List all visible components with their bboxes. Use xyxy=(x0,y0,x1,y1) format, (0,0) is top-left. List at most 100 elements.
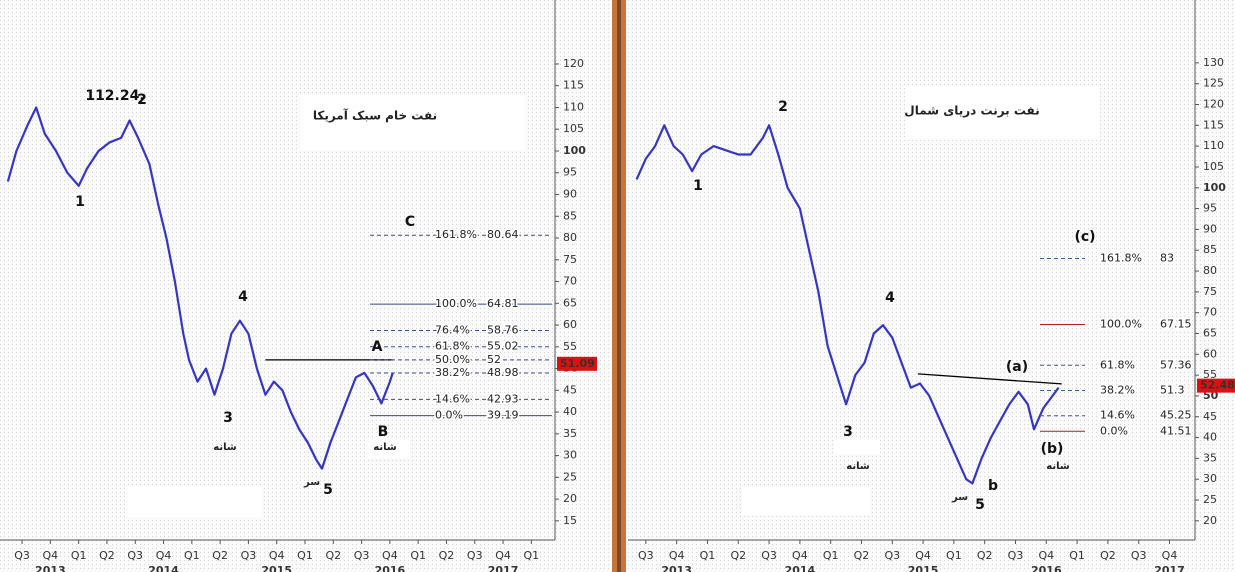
fib-value: 51.3 xyxy=(1160,384,1185,397)
x-tick-label: Q3 xyxy=(354,549,370,562)
fib-percent: 38.2% xyxy=(1100,384,1135,397)
fib-percent: 14.6% xyxy=(1100,409,1135,422)
fib-value: 67.15 xyxy=(1160,318,1192,331)
y-tick-label: 90 xyxy=(563,188,577,201)
y-tick-label: 25 xyxy=(563,470,577,483)
x-tick-label: Q4 xyxy=(156,549,172,562)
divider-core xyxy=(617,0,621,572)
x-tick-label: Q1 xyxy=(700,549,716,562)
y-tick-label: 105 xyxy=(563,122,584,135)
y-tick-label: 60 xyxy=(563,318,577,331)
title-box xyxy=(300,95,525,150)
blank-box xyxy=(128,485,262,517)
annotation: B xyxy=(378,424,389,440)
annotation: 5 xyxy=(975,497,985,513)
y-tick-label: 75 xyxy=(1203,285,1217,298)
annotation: b xyxy=(988,478,998,494)
annotation: 2 xyxy=(137,92,147,108)
fib-percent: 50.0% xyxy=(435,353,470,366)
last-price-label: 51.09 xyxy=(560,357,595,370)
x-tick-label: Q4 xyxy=(269,549,285,562)
x-tick-label: Q3 xyxy=(14,549,30,562)
x-tick-label: Q3 xyxy=(241,549,257,562)
x-tick-label: Q2 xyxy=(977,549,993,562)
y-tick-label: 45 xyxy=(1203,410,1217,423)
y-tick-label: 20 xyxy=(563,492,577,505)
y-tick-label: 115 xyxy=(563,79,584,92)
y-tick-label: 30 xyxy=(1203,472,1217,485)
y-tick-label: 75 xyxy=(563,253,577,266)
year-label: 2015 xyxy=(908,564,939,572)
x-tick-label: Q4 xyxy=(792,549,808,562)
annotation: 3 xyxy=(843,424,853,440)
y-tick-label: 85 xyxy=(1203,243,1217,256)
annotation: 112.24, xyxy=(85,88,144,104)
price-line xyxy=(6,106,394,470)
y-tick-label: 100 xyxy=(1203,181,1226,194)
annotation: 1 xyxy=(75,194,85,210)
fib-percent: 100.0% xyxy=(1100,318,1142,331)
y-tick-label: 45 xyxy=(563,383,577,396)
fib-value: 57.36 xyxy=(1160,358,1192,371)
year-label: 2016 xyxy=(1031,564,1062,572)
title-box xyxy=(905,85,1100,140)
y-tick-label: 55 xyxy=(563,340,577,353)
y-tick-label: 80 xyxy=(563,231,577,244)
year-label: 2014 xyxy=(785,564,816,572)
annotation: 1 xyxy=(693,178,703,194)
neckline xyxy=(917,373,1062,385)
annotation: 3 xyxy=(223,410,233,426)
fib-percent: 161.8% xyxy=(1100,252,1142,265)
y-tick-label: 40 xyxy=(563,405,577,418)
x-tick-label: Q2 xyxy=(99,549,115,562)
last-price-box xyxy=(1197,378,1235,393)
last-price-box xyxy=(557,356,597,371)
y-tick-label: 120 xyxy=(563,57,584,70)
fib-value: 42.93 xyxy=(487,392,519,405)
fib-percent: 0.0% xyxy=(1100,424,1128,437)
y-tick-label: 105 xyxy=(1203,160,1224,173)
y-tick-label: 15 xyxy=(563,514,577,527)
blank-box xyxy=(742,487,870,515)
x-tick-label: Q2 xyxy=(325,549,341,562)
x-tick-label: Q1 xyxy=(946,549,962,562)
x-tick-label: Q2 xyxy=(854,549,870,562)
x-tick-label: Q3 xyxy=(127,549,143,562)
y-tick-label: 95 xyxy=(1203,202,1217,215)
fib-value: 58.76 xyxy=(487,323,519,336)
annotation: شانه xyxy=(373,442,397,453)
last-price-label: 52.48 xyxy=(1200,379,1235,392)
x-tick-label: Q3 xyxy=(467,549,483,562)
fib-percent: 38.2% xyxy=(435,366,470,379)
fib-value: 55.02 xyxy=(487,340,519,353)
fib-percent: 61.8% xyxy=(435,340,470,353)
fib-value: 64.81 xyxy=(487,297,519,310)
x-tick-label: Q2 xyxy=(730,549,746,562)
year-label: 2017 xyxy=(1154,564,1185,572)
annotation: (b) xyxy=(1041,441,1064,457)
y-tick-label: 85 xyxy=(563,209,577,222)
y-tick-label: 100 xyxy=(563,144,586,157)
y-tick-label: 125 xyxy=(1203,77,1224,90)
x-tick-label: Q2 xyxy=(439,549,455,562)
y-tick-label: 130 xyxy=(1203,56,1224,69)
year-label: 2017 xyxy=(488,564,519,572)
x-tick-label: Q3 xyxy=(1131,549,1147,562)
annotation: 5 xyxy=(323,482,333,498)
annotation: C xyxy=(405,214,415,230)
y-tick-label: 35 xyxy=(563,427,577,440)
x-tick-label: Q2 xyxy=(1100,549,1116,562)
y-tick-label: 65 xyxy=(1203,326,1217,339)
fib-value: 39.19 xyxy=(487,409,519,422)
chart-title: نفت خام سبک آمریکا xyxy=(313,108,437,124)
x-tick-label: Q4 xyxy=(669,549,685,562)
x-tick-label: Q1 xyxy=(71,549,87,562)
x-tick-label: Q3 xyxy=(884,549,900,562)
x-tick-label: Q3 xyxy=(638,549,654,562)
chart-title: نفت برنت دریای شمال xyxy=(904,104,1039,118)
fib-value: 52 xyxy=(487,353,501,366)
y-tick-label: 70 xyxy=(563,275,577,288)
price-line xyxy=(635,124,1060,485)
